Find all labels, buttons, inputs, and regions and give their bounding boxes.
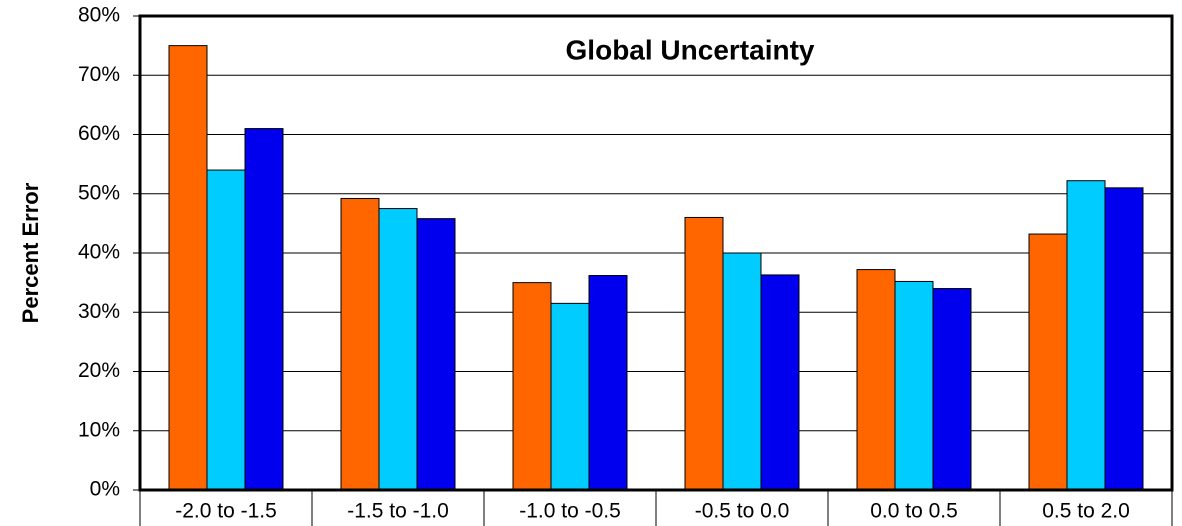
bar	[512, 282, 552, 491]
bar	[168, 45, 208, 491]
bar	[684, 216, 724, 491]
bar	[340, 197, 380, 491]
y-tick-label: 40%	[78, 241, 120, 264]
y-tick-label: 50%	[78, 181, 120, 204]
y-tick-label: 70%	[78, 63, 120, 86]
x-tick-label: 0.5 to 2.0	[1042, 500, 1130, 523]
bar	[378, 208, 418, 491]
y-axis-label: Percent Error	[18, 182, 43, 323]
x-tick-label: -1.5 to -1.0	[347, 500, 449, 523]
bar	[588, 275, 628, 491]
y-tick-label: 10%	[78, 418, 120, 441]
x-tick-label: 0.0 to 0.5	[870, 500, 958, 523]
x-tick-label: -1.0 to -0.5	[519, 500, 621, 523]
bar	[856, 269, 896, 491]
chart-title: Global Uncertainty	[566, 34, 815, 65]
bar	[1104, 187, 1144, 491]
x-tick-label: -0.5 to 0.0	[695, 500, 790, 523]
bar	[550, 302, 590, 491]
bar	[760, 274, 800, 491]
y-tick-label: 0%	[90, 478, 120, 501]
bar	[206, 169, 246, 491]
bar	[894, 280, 934, 491]
y-tick-label: 20%	[78, 359, 120, 382]
bar	[416, 218, 456, 491]
plot-frame	[138, 14, 1174, 492]
y-tick-label: 30%	[78, 300, 120, 323]
bar	[1066, 180, 1106, 491]
y-tick-label: 80%	[78, 4, 120, 27]
bar	[932, 288, 972, 491]
x-tick-label: -2.0 to -1.5	[175, 500, 277, 523]
bar	[722, 252, 762, 491]
y-tick-label: 60%	[78, 122, 120, 145]
bar	[1028, 233, 1068, 491]
bar	[244, 128, 284, 491]
